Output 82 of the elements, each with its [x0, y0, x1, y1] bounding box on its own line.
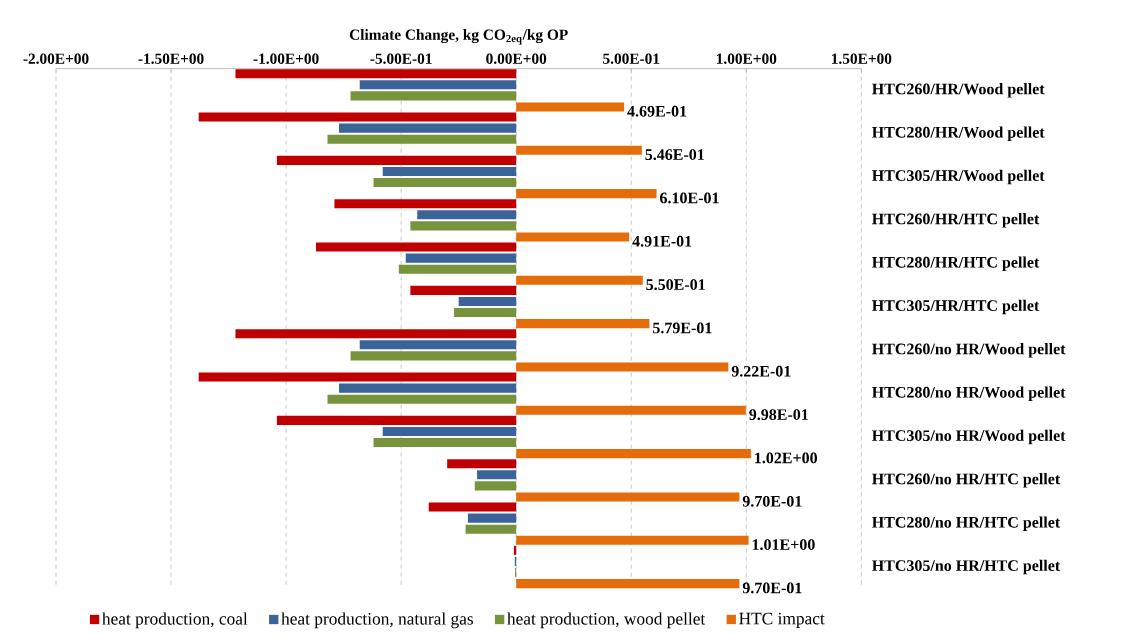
bar: [516, 535, 749, 545]
bar: [350, 351, 517, 361]
bar: [405, 253, 517, 263]
bar: [276, 155, 517, 165]
bar: [428, 502, 517, 512]
y-tick-label: HTC260/no HR/HTC pellet: [872, 473, 1061, 488]
data-label: 4.91E-01: [632, 235, 692, 247]
bar: [350, 91, 517, 101]
legend-label: heat production, coal: [102, 612, 248, 629]
x-tick-label: -2.00E+00: [23, 53, 89, 64]
x-tick-label: 1.50E+00: [832, 53, 892, 64]
bar: [316, 242, 517, 252]
bar: [447, 459, 517, 469]
bar: [198, 112, 517, 122]
bar: [465, 524, 517, 534]
x-tick-label: -1.00E+00: [253, 53, 319, 64]
data-label: 9.22E-01: [731, 365, 791, 377]
bar: [410, 285, 517, 295]
legend-label: heat production, natural gas: [281, 612, 474, 629]
y-tick-label: HTC305/HR/Wood pellet: [872, 169, 1045, 185]
bar: [516, 145, 642, 155]
bar: [467, 513, 517, 523]
data-label: 1.02E+00: [755, 452, 817, 464]
bar: [382, 426, 517, 437]
bar: [516, 232, 630, 242]
bar: [516, 362, 729, 372]
bar: [516, 189, 657, 199]
legend-label: HTC impact: [739, 612, 825, 628]
bar: [417, 210, 517, 220]
bar: [373, 178, 517, 188]
legend-label: heat production, wood pellet: [507, 612, 706, 629]
data-label: 9.70E-01: [742, 495, 802, 507]
y-tick-label: HTC260/no HR/Wood pellet: [872, 343, 1066, 358]
bar: [198, 372, 517, 382]
y-tick-label: HTC305/no HR/Wood pellet: [872, 429, 1066, 445]
bar: [276, 415, 517, 425]
bar: [474, 481, 517, 491]
bar: [235, 329, 517, 339]
bar: [516, 579, 740, 589]
bar: [327, 134, 517, 144]
y-tick-label: HTC260/HR/Wood pellet: [872, 83, 1045, 98]
x-tick-label: 5.00E-01: [603, 53, 660, 64]
bar: [516, 102, 625, 112]
y-tick-label: HTC280/no HR/Wood pellet: [872, 386, 1066, 401]
y-tick-label: HTC305/HR/HTC pellet: [872, 299, 1040, 315]
bar: [373, 438, 517, 448]
bar: [382, 166, 517, 177]
x-tick-label: 0.00E+00: [486, 53, 547, 64]
y-tick-label: HTC305/no HR/HTC pellet: [872, 559, 1061, 575]
bar: [334, 199, 517, 209]
bar: [516, 405, 746, 415]
bar: [339, 123, 517, 133]
bar: [235, 69, 517, 79]
x-axis-title: Climate Change, kg CO$_{2eq}$/kg OP: [349, 29, 568, 45]
bar: [516, 492, 740, 502]
bar: [410, 221, 517, 231]
bar: [327, 394, 517, 404]
bar: [516, 449, 751, 459]
bar: [516, 319, 650, 329]
bar: [339, 383, 517, 393]
y-tick-label: HTC280/HR/HTC pellet: [872, 256, 1040, 271]
bar: [516, 275, 643, 285]
data-label: 5.50E-01: [646, 279, 705, 291]
bar: [477, 470, 517, 480]
data-label: 4.69E-01: [627, 105, 687, 117]
data-label: 5.46E-01: [645, 149, 704, 161]
y-tick-label: HTC280/HR/Wood pellet: [872, 126, 1045, 141]
bar: [398, 264, 517, 274]
data-label: 9.70E-01: [742, 582, 802, 594]
y-tick-label: HTC260/HR/HTC pellet: [872, 213, 1040, 228]
data-label: 1.01E+00: [752, 539, 815, 551]
bar: [454, 308, 517, 318]
x-tick-label: 1.00E+00: [716, 53, 777, 64]
bar: [359, 80, 517, 90]
bar: [458, 296, 517, 307]
x-tick-label: -5.00E-01: [370, 53, 432, 64]
data-label: 9.98E-01: [749, 409, 808, 421]
data-label: 6.10E-01: [660, 192, 719, 204]
data-label: 5.79E-01: [653, 322, 712, 334]
bar: [359, 340, 517, 350]
x-tick-label: -1.50E+00: [138, 53, 204, 64]
y-tick-label: HTC280/no HR/HTC pellet: [872, 516, 1061, 531]
